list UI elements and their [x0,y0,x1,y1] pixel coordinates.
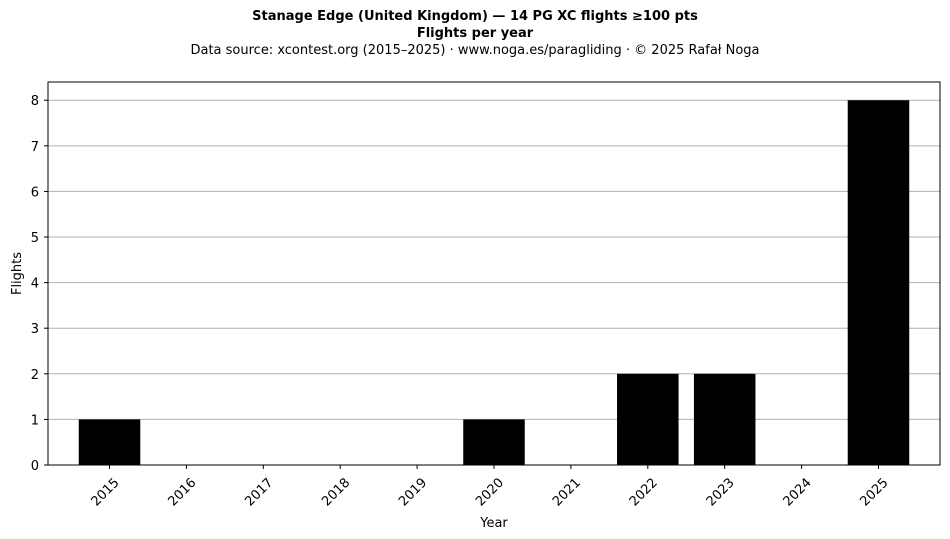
x-tick-label: 2023 [704,475,738,509]
data-source-note: Data source: xcontest.org (2015–2025) · … [190,43,760,58]
x-tick-label: 2025 [858,475,892,509]
y-tick-label: 2 [31,368,39,383]
y-tick-label: 4 [31,277,39,292]
bar-2015 [78,419,141,465]
y-tick-label: 0 [31,459,39,474]
bar-2022 [617,373,679,465]
y-axis-label: Flights [10,252,25,295]
y-tick-label: 8 [31,94,39,109]
x-tick-label: 2021 [550,475,584,509]
chart-header: Stanage Edge (United Kingdom) — 14 PG XC… [0,8,950,60]
bar-2025 [847,100,910,465]
chart-subtitle: Flights per year [416,26,534,41]
y-tick-label: 3 [31,322,39,337]
x-tick-label: 2017 [242,475,276,509]
x-tick-label: 2015 [89,475,123,509]
x-tick-label: 2022 [627,475,661,509]
x-axis-ticks: 2015 2016 2017 2018 2019 2020 2021 2022 2023 2024… [89,465,892,509]
y-tick-label: 7 [31,140,39,155]
x-tick-label: 2019 [396,475,430,509]
x-tick-label: 2020 [473,475,507,509]
bars [78,100,910,465]
bar-2023 [693,373,756,465]
x-tick-label: 2016 [165,475,199,509]
y-tick-label: 1 [31,413,39,428]
y-axis-ticks: 0 1 2 3 4 5 6 7 8 [31,94,48,474]
grid-lines [48,99,940,466]
x-tick-label: 2024 [781,475,815,509]
bar-2020 [463,419,525,465]
x-axis-label: Year [479,516,508,531]
plot-frame [47,81,941,466]
x-tick-label: 2018 [319,475,353,509]
y-tick-label: 5 [31,231,39,246]
chart-title: Stanage Edge (United Kingdom) — 14 PG XC… [252,9,698,24]
y-tick-label: 6 [31,185,39,200]
